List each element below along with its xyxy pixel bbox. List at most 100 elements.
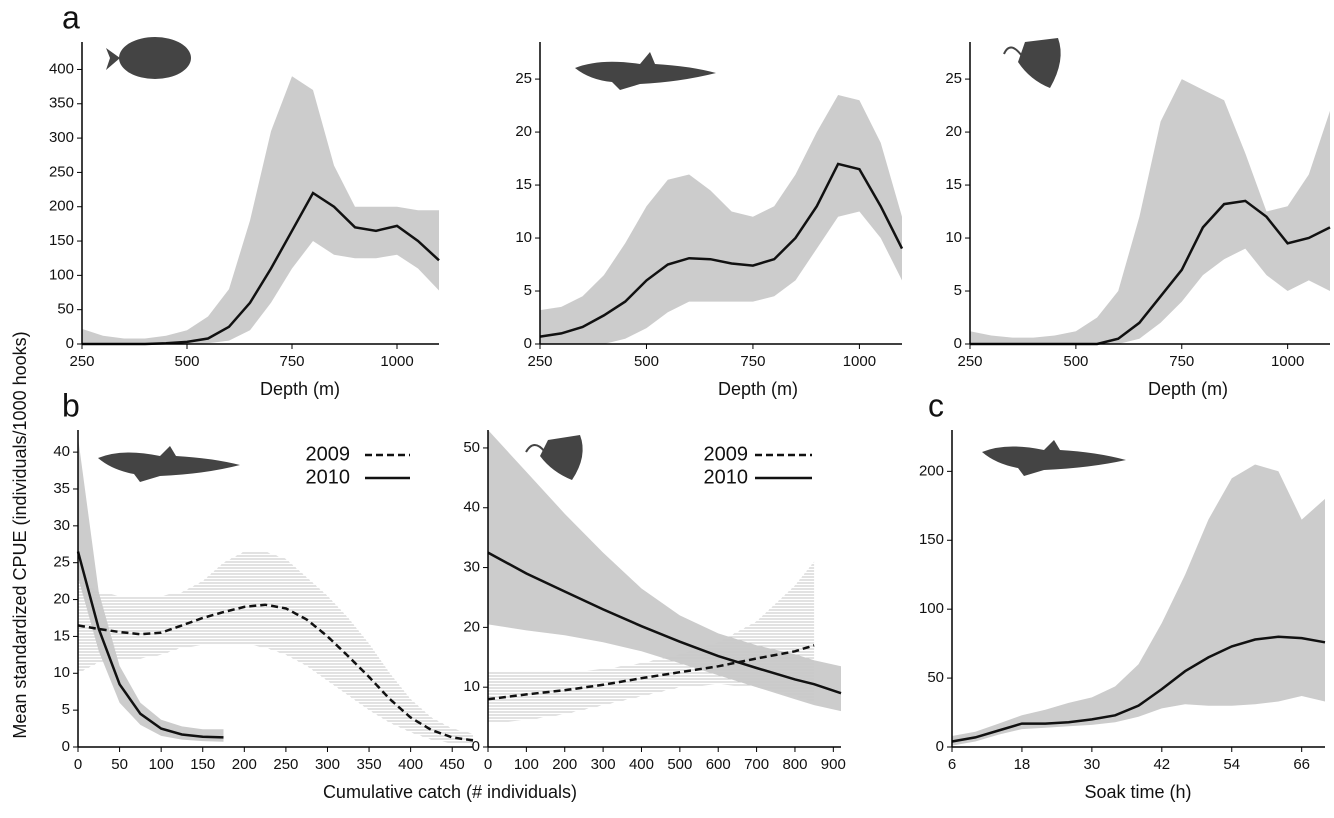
x-tick-label: 750 — [279, 353, 304, 370]
y-tick-label: 35 — [53, 480, 70, 497]
legend-label: 2010 — [704, 466, 749, 488]
x-axis-label: Soak time (h) — [1084, 782, 1191, 802]
ray-icon — [525, 435, 583, 480]
x-tick-label: 250 — [273, 756, 298, 773]
panel-letter: b — [62, 387, 80, 423]
y-tick-label: 10 — [945, 229, 962, 246]
panel-letter: a — [62, 0, 80, 35]
y-tick-label: 50 — [57, 301, 74, 318]
y-tick-label: 50 — [927, 669, 944, 686]
y-tick-label: 10 — [515, 229, 532, 246]
y-tick-label: 20 — [463, 618, 480, 635]
x-axis-label: Depth (m) — [718, 379, 798, 399]
x-tick-label: 30 — [1084, 756, 1101, 773]
y-tick-label: 150 — [49, 232, 74, 249]
fit-line — [487, 644, 815, 701]
x-tick-label: 500 — [634, 353, 659, 370]
x-tick-label: 50 — [111, 756, 128, 773]
x-tick-label: 0 — [74, 756, 82, 773]
legend-label: 2009 — [704, 443, 749, 465]
y-tick-label: 5 — [954, 282, 962, 299]
x-tick-label: 42 — [1153, 756, 1170, 773]
x-tick-label: 66 — [1293, 756, 1310, 773]
x-tick-label: 250 — [69, 353, 94, 370]
confidence-band — [488, 561, 815, 724]
x-tick-label: 750 — [1169, 353, 1194, 370]
fit-line — [951, 635, 1326, 743]
x-tick-label: 0 — [484, 756, 492, 773]
y-tick-label: 25 — [515, 70, 532, 87]
icons — [98, 37, 1126, 482]
x-tick-label: 100 — [514, 756, 539, 773]
y-tick-label: 50 — [463, 439, 480, 456]
x-tick-label: 450 — [440, 756, 465, 773]
x-tick-label: 500 — [1063, 353, 1088, 370]
y-tick-label: 25 — [53, 554, 70, 571]
x-tick-label: 750 — [740, 353, 765, 370]
confidence-band — [78, 437, 224, 742]
y-tick-label: 250 — [49, 163, 74, 180]
x-tick-label: 700 — [744, 756, 769, 773]
x-tick-label: 400 — [629, 756, 654, 773]
x-tick-label: 100 — [149, 756, 174, 773]
x-tick-label: 250 — [527, 353, 552, 370]
x-tick-label: 200 — [232, 756, 257, 773]
y-tick-label: 20 — [515, 123, 532, 140]
x-tick-label: 500 — [667, 756, 692, 773]
x-axis-label: Depth (m) — [1148, 379, 1228, 399]
x-tick-label: 6 — [948, 756, 956, 773]
y-tick-label: 5 — [62, 701, 70, 718]
legend-label: 2010 — [306, 466, 351, 488]
x-tick-label: 300 — [315, 756, 340, 773]
x-tick-label: 1000 — [1271, 353, 1304, 370]
y-tick-label: 10 — [53, 664, 70, 681]
x-tick-label: 900 — [821, 756, 846, 773]
y-tick-label: 350 — [49, 95, 74, 112]
x-tick-label: 800 — [782, 756, 807, 773]
y-tick-label: 200 — [49, 198, 74, 215]
y-tick-label: 100 — [919, 600, 944, 617]
x-tick-label: 500 — [174, 353, 199, 370]
y-tick-label: 0 — [954, 335, 962, 352]
x-axis-label: Cumulative catch (# individuals) — [323, 782, 577, 802]
y-tick-label: 40 — [53, 443, 70, 460]
shark-icon — [575, 52, 716, 90]
fit-line — [539, 162, 904, 338]
x-tick-label: 350 — [357, 756, 382, 773]
y-tick-label: 150 — [919, 531, 944, 548]
y-tick-label: 15 — [53, 627, 70, 644]
y-tick-label: 100 — [49, 266, 74, 283]
y-tick-label: 25 — [945, 70, 962, 87]
y-tick-label: 300 — [49, 129, 74, 146]
shark-icon — [982, 440, 1126, 476]
y-tick-label: 400 — [49, 60, 74, 77]
y-tick-label: 40 — [463, 499, 480, 516]
y-tick-label: 0 — [524, 335, 532, 352]
y-tick-label: 200 — [919, 462, 944, 479]
x-tick-label: 600 — [706, 756, 731, 773]
y-tick-label: 0 — [936, 738, 944, 755]
panel-letter: c — [928, 387, 944, 423]
flatfish-icon — [106, 37, 191, 79]
legend-label: 2009 — [306, 443, 351, 465]
x-tick-label: 250 — [957, 353, 982, 370]
x-tick-label: 18 — [1014, 756, 1031, 773]
ray-icon — [1003, 38, 1061, 88]
x-tick-label: 300 — [591, 756, 616, 773]
x-axis-label: Depth (m) — [260, 379, 340, 399]
y-tick-label: 20 — [53, 591, 70, 608]
confidence-band — [78, 551, 473, 745]
shark-icon — [98, 446, 240, 482]
bands — [78, 76, 1330, 746]
fit-line — [487, 551, 842, 695]
y-tick-label: 15 — [515, 176, 532, 193]
y-tick-label: 10 — [463, 678, 480, 695]
fit-line — [76, 551, 224, 739]
confidence-band — [970, 79, 1330, 344]
x-tick-label: 200 — [552, 756, 577, 773]
x-tick-label: 150 — [190, 756, 215, 773]
x-tick-label: 400 — [398, 756, 423, 773]
